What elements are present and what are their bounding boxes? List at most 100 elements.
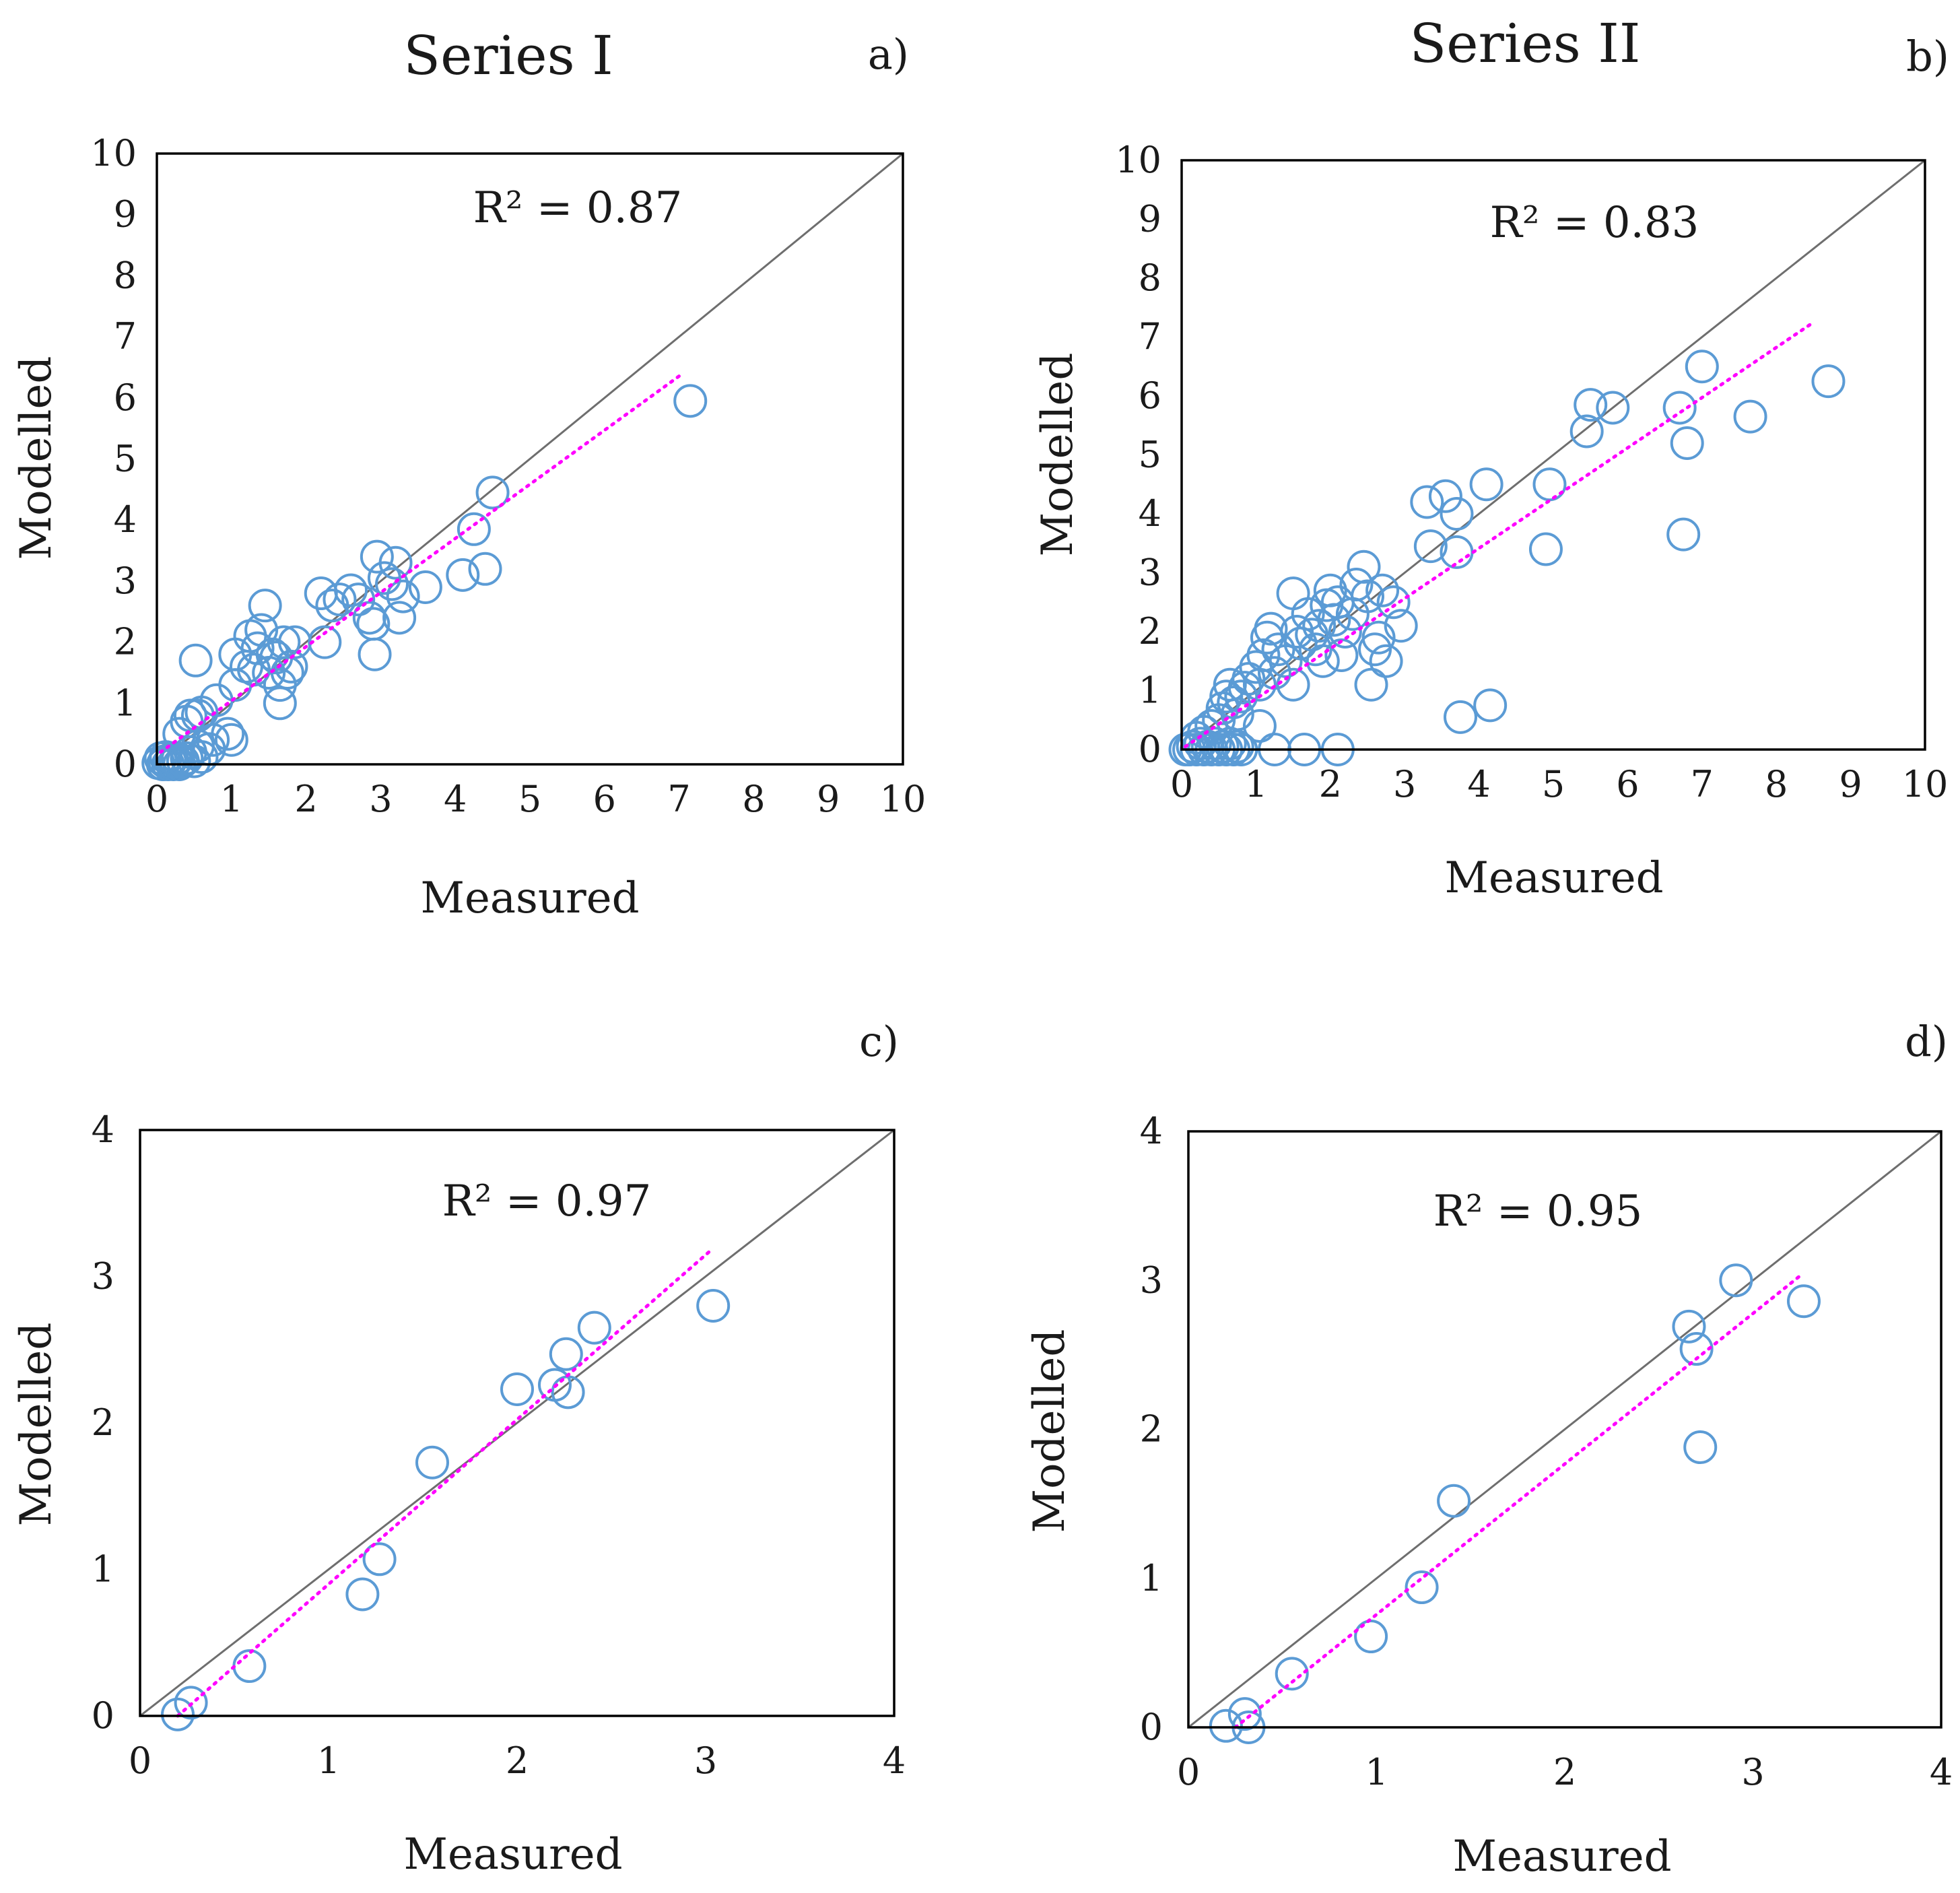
data-point xyxy=(446,558,480,592)
x-tick-label: 1 xyxy=(317,1739,340,1782)
series-title-2: Series II xyxy=(1409,12,1640,75)
x-tick-label: 10 xyxy=(1902,763,1949,805)
x-tick-label: 10 xyxy=(880,778,926,820)
data-point xyxy=(375,567,409,601)
y-tick-label: 8 xyxy=(114,254,137,296)
y-axis-title: Modelled xyxy=(11,1323,61,1527)
x-tick-label: 1 xyxy=(1244,763,1267,805)
data-point xyxy=(211,717,245,751)
r-squared-label: R² = 0.97 xyxy=(442,1176,652,1226)
panel-label: c) xyxy=(859,1017,899,1066)
data-point xyxy=(308,625,342,659)
plot-frame xyxy=(139,1129,895,1717)
y-axis-title: Modelled xyxy=(1033,353,1083,557)
data-point xyxy=(1302,609,1337,643)
data-point xyxy=(1254,611,1288,646)
data-point xyxy=(408,570,442,604)
y-tick-label: 3 xyxy=(1139,552,1161,594)
data-point xyxy=(673,384,708,418)
x-tick-label: 2 xyxy=(1553,1751,1576,1793)
data-point xyxy=(1532,467,1567,502)
data-point xyxy=(1719,1263,1753,1298)
data-point xyxy=(1339,568,1374,601)
data-point xyxy=(1361,620,1396,655)
data-point xyxy=(500,1372,534,1406)
x-tick-label: 2 xyxy=(1319,763,1342,805)
data-point xyxy=(1324,638,1359,672)
x-tick-label: 1 xyxy=(220,778,243,820)
y-tick-label: 0 xyxy=(114,743,137,785)
data-point xyxy=(161,1697,195,1731)
data-point xyxy=(1369,644,1403,678)
x-tick-label: 3 xyxy=(1741,1751,1764,1793)
data-point xyxy=(1672,1309,1706,1343)
x-tick-label: 8 xyxy=(742,778,765,820)
data-point xyxy=(1685,350,1719,384)
series-title-1: Series I xyxy=(403,24,613,87)
y-axis-title: Modelled xyxy=(11,356,61,560)
data-point xyxy=(468,552,502,586)
panel-label: b) xyxy=(1906,32,1949,81)
data-point xyxy=(386,579,420,613)
data-point xyxy=(1670,426,1704,460)
data-point xyxy=(1596,391,1630,425)
data-point xyxy=(475,475,510,510)
x-tick-label: 9 xyxy=(817,778,840,820)
y-tick-label: 6 xyxy=(114,376,137,419)
x-tick-label: 2 xyxy=(506,1739,529,1782)
data-point xyxy=(1242,709,1277,743)
data-point xyxy=(362,1542,397,1576)
data-point xyxy=(248,589,282,623)
y-tick-label: 2 xyxy=(114,621,137,663)
x-tick-label: 7 xyxy=(667,778,690,820)
data-point xyxy=(360,539,394,574)
x-tick-label: 3 xyxy=(1393,763,1416,805)
trend-line xyxy=(1184,321,1815,749)
data-point xyxy=(1275,1657,1309,1691)
data-point xyxy=(378,545,413,580)
y-tick-label: 2 xyxy=(92,1401,114,1444)
data-point xyxy=(1811,364,1846,399)
data-point xyxy=(415,1445,449,1480)
data-point xyxy=(382,601,417,635)
data-point xyxy=(1384,609,1418,643)
x-tick-label: 3 xyxy=(369,778,392,820)
data-point xyxy=(274,649,308,684)
x-tick-label: 0 xyxy=(1170,763,1193,805)
data-point xyxy=(1328,615,1362,649)
chart-panel-a: a) 00 1 1 2 2 3 3 4 4 5 5 6 6 7 7 8 8 9 9 10 10 R² = 0.87 Measu… xyxy=(11,30,926,923)
data-point xyxy=(1276,667,1310,702)
data-point xyxy=(457,512,491,546)
y-tick-label: 10 xyxy=(1115,139,1161,181)
x-tick-label: 4 xyxy=(444,778,467,820)
y-tick-label: 1 xyxy=(92,1548,114,1591)
data-point xyxy=(696,1289,731,1323)
x-tick-label: 9 xyxy=(1839,763,1862,805)
r-squared-label: R² = 0.87 xyxy=(473,183,683,233)
data-point xyxy=(1220,697,1254,731)
data-point xyxy=(1428,479,1462,513)
x-tick-label: 6 xyxy=(1616,763,1639,805)
data-point xyxy=(1365,573,1400,607)
y-axis-title: Modelled xyxy=(1025,1329,1075,1533)
x-tick-label: 0 xyxy=(129,1739,151,1782)
data-point xyxy=(1376,585,1411,620)
data-point xyxy=(1786,1284,1821,1319)
data-point xyxy=(1569,414,1604,449)
y-tick-label: 4 xyxy=(114,498,137,541)
y-tick-label: 10 xyxy=(90,132,137,174)
x-tick-label: 0 xyxy=(145,778,168,820)
x-tick-label: 5 xyxy=(1542,763,1565,805)
data-point xyxy=(1354,667,1388,702)
data-point xyxy=(263,686,297,721)
data-point xyxy=(1666,517,1701,552)
y-tick-label: 5 xyxy=(1139,434,1161,476)
identity-line xyxy=(1188,1130,1942,1729)
data-point xyxy=(1306,644,1340,678)
panel-label: a) xyxy=(868,30,909,79)
data-point xyxy=(1258,656,1291,690)
x-tick-label: 4 xyxy=(1930,1751,1953,1793)
r-squared-label: R² = 0.83 xyxy=(1490,198,1699,248)
data-point xyxy=(577,1310,611,1345)
